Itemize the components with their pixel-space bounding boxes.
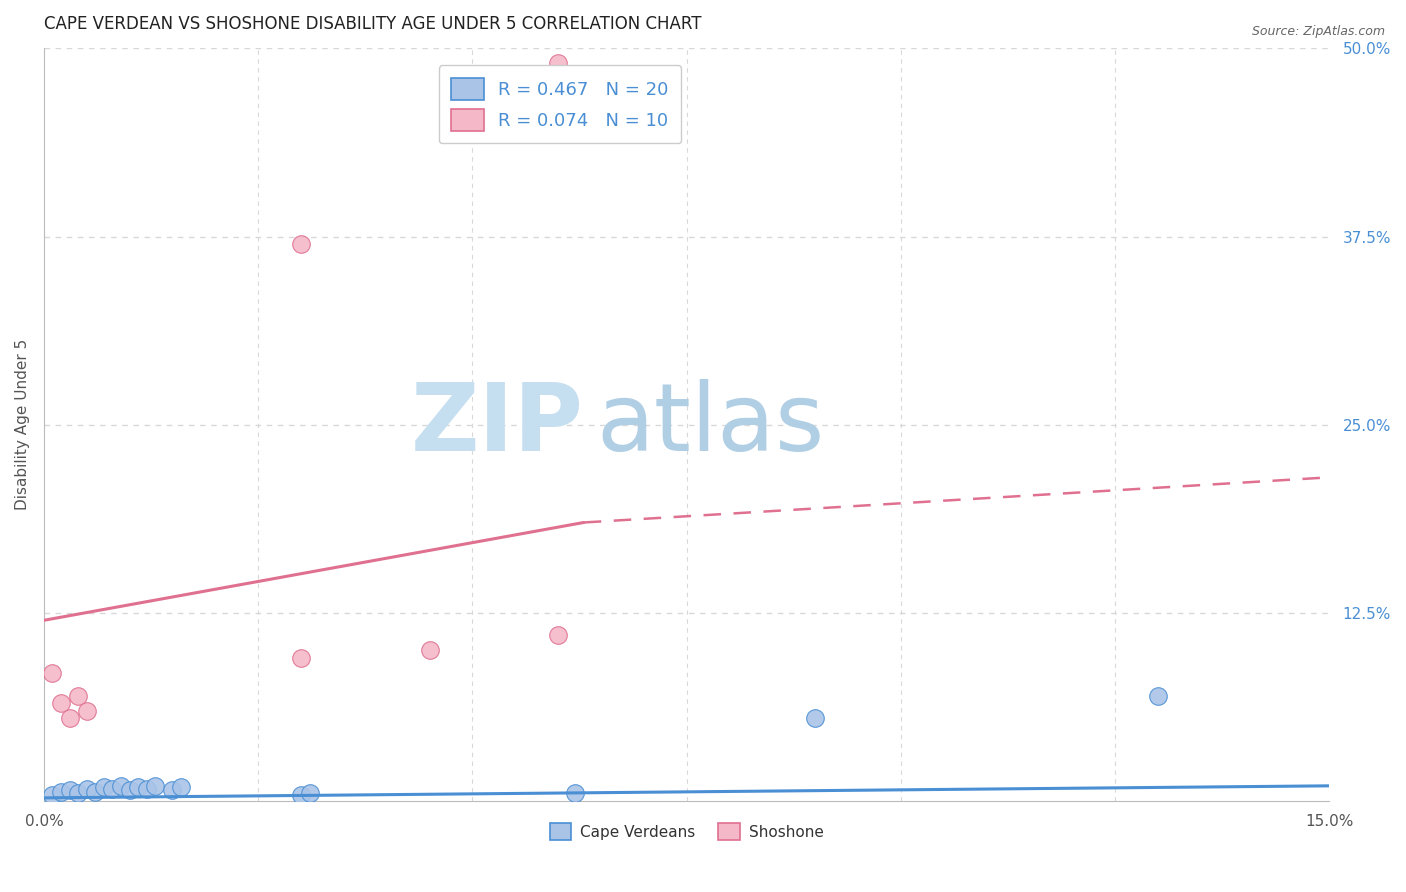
Point bbox=[162, 783, 184, 797]
Point bbox=[290, 651, 312, 665]
Point bbox=[290, 788, 312, 802]
Text: Source: ZipAtlas.com: Source: ZipAtlas.com bbox=[1251, 25, 1385, 38]
Point bbox=[67, 689, 90, 703]
Point bbox=[1147, 689, 1170, 703]
Point bbox=[564, 786, 586, 800]
Point bbox=[76, 781, 98, 796]
Text: atlas: atlas bbox=[596, 379, 825, 471]
Point bbox=[59, 711, 82, 725]
Point bbox=[49, 785, 72, 799]
Point bbox=[143, 779, 166, 793]
Point bbox=[418, 643, 440, 657]
Point bbox=[67, 786, 90, 800]
Text: ZIP: ZIP bbox=[411, 379, 583, 471]
Point bbox=[804, 711, 827, 725]
Point bbox=[49, 696, 72, 710]
Point bbox=[547, 56, 569, 70]
Point bbox=[59, 783, 82, 797]
Point bbox=[93, 780, 115, 795]
Point bbox=[101, 781, 124, 796]
Text: CAPE VERDEAN VS SHOSHONE DISABILITY AGE UNDER 5 CORRELATION CHART: CAPE VERDEAN VS SHOSHONE DISABILITY AGE … bbox=[44, 15, 702, 33]
Point bbox=[76, 704, 98, 718]
Point bbox=[84, 785, 107, 799]
Point bbox=[170, 780, 193, 795]
Point bbox=[298, 786, 321, 800]
Point bbox=[290, 237, 312, 252]
Point bbox=[110, 779, 132, 793]
Point bbox=[135, 781, 157, 796]
Point bbox=[41, 788, 63, 802]
Point bbox=[127, 780, 149, 795]
Y-axis label: Disability Age Under 5: Disability Age Under 5 bbox=[15, 339, 30, 510]
Point bbox=[547, 628, 569, 642]
Point bbox=[118, 783, 141, 797]
Legend: Cape Verdeans, Shoshone: Cape Verdeans, Shoshone bbox=[543, 817, 830, 846]
Point bbox=[41, 665, 63, 680]
